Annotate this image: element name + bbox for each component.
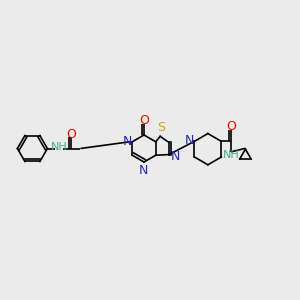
Text: O: O <box>67 128 76 141</box>
Text: N: N <box>170 150 180 163</box>
Text: NH: NH <box>223 150 239 160</box>
Text: O: O <box>226 121 236 134</box>
Text: N: N <box>139 164 148 178</box>
Text: N: N <box>184 134 194 147</box>
Text: O: O <box>139 114 149 127</box>
Text: S: S <box>157 121 165 134</box>
Text: N: N <box>123 135 132 148</box>
Text: NH: NH <box>50 142 67 152</box>
